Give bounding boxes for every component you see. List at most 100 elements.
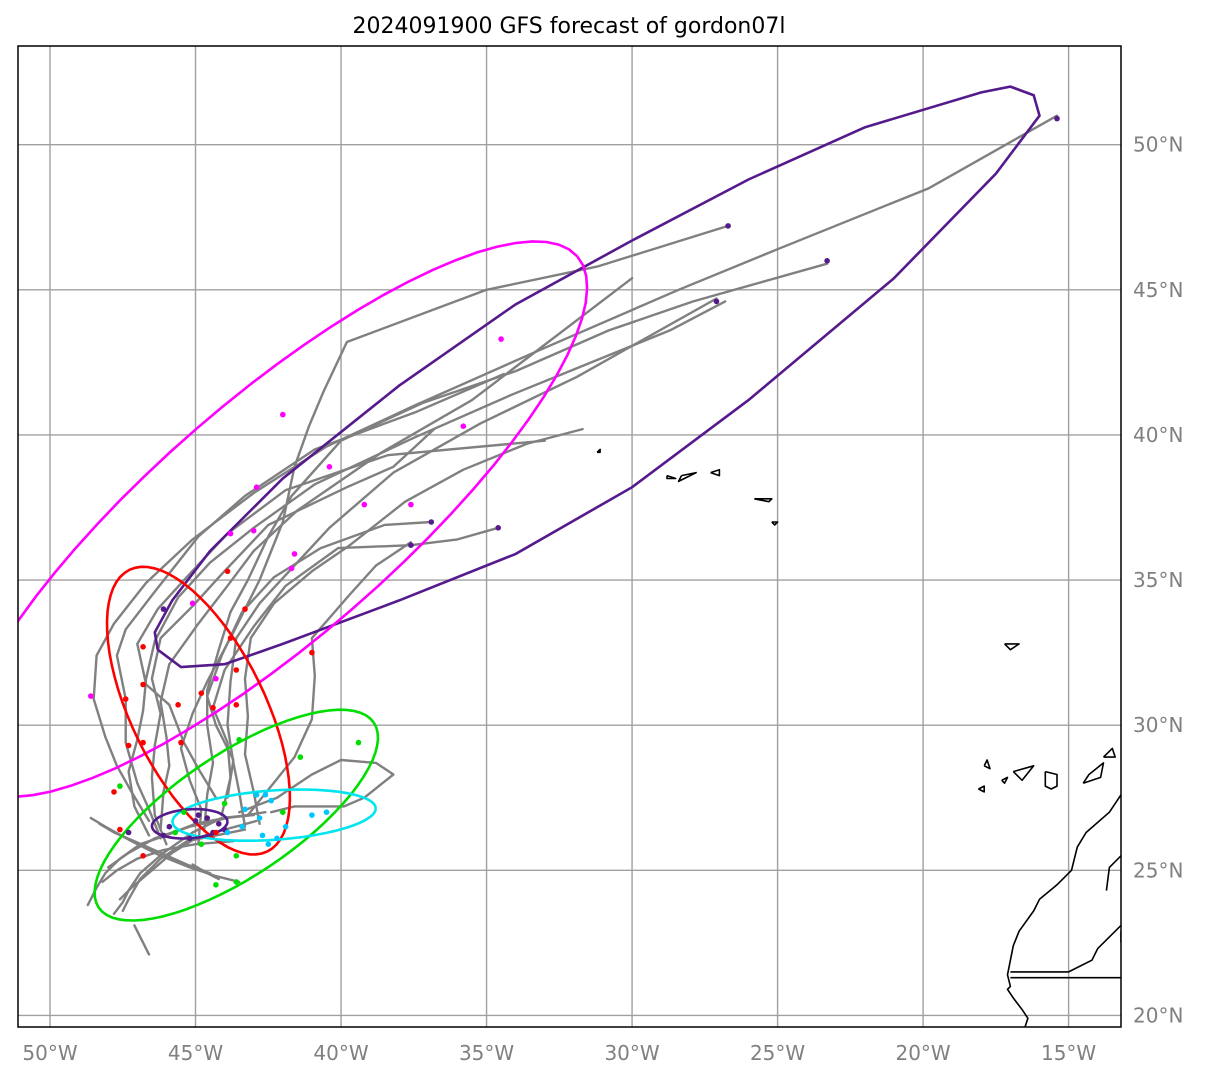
gridlines bbox=[18, 46, 1121, 1027]
forecast-position-marker bbox=[280, 809, 286, 815]
forecast-track bbox=[115, 372, 506, 840]
forecast-position-marker bbox=[204, 815, 210, 821]
forecast-position-marker bbox=[361, 501, 368, 508]
latitude-tick-label: 40°N bbox=[1133, 423, 1183, 447]
map-frame bbox=[17, 45, 1122, 1028]
forecast-position-marker bbox=[460, 423, 467, 430]
forecast-position-marker bbox=[224, 829, 231, 836]
longitude-tick-label: 50°W bbox=[22, 1041, 77, 1065]
coastline bbox=[710, 468, 721, 477]
forecast-position-marker bbox=[256, 815, 263, 821]
latitude-tick-label: 45°N bbox=[1133, 278, 1183, 302]
forecast-position-marker bbox=[1054, 115, 1060, 122]
forecast-position-marker bbox=[166, 823, 173, 830]
forecast-position-marker bbox=[236, 736, 242, 743]
coastline bbox=[1044, 770, 1058, 790]
forecast-position-marker bbox=[268, 797, 275, 804]
forecast-position-marker bbox=[259, 832, 266, 839]
latitude-tick-label: 20°N bbox=[1133, 1003, 1183, 1027]
forecast-position-marker bbox=[274, 835, 280, 842]
forecast-position-marker bbox=[88, 693, 94, 699]
forecast-position-marker bbox=[309, 649, 315, 656]
forecast-track bbox=[191, 863, 221, 881]
coastline bbox=[1001, 776, 1009, 785]
forecast-position-marker bbox=[122, 696, 129, 702]
coastline bbox=[771, 521, 779, 526]
forecast-track bbox=[159, 277, 634, 831]
latitude-tick-label: 25°N bbox=[1133, 858, 1183, 882]
forecast-position-marker bbox=[242, 806, 248, 813]
forecast-position-marker bbox=[195, 812, 202, 818]
longitude-tick-label: 20°W bbox=[895, 1041, 950, 1065]
forecast-position-marker bbox=[355, 739, 362, 746]
forecast-position-marker bbox=[181, 809, 187, 815]
forecast-position-marker bbox=[309, 812, 315, 818]
longitude-tick-label: 30°W bbox=[604, 1041, 659, 1065]
forecast-position-marker bbox=[233, 702, 240, 708]
forecast-position-marker bbox=[160, 606, 167, 612]
forecast-track bbox=[203, 262, 829, 831]
coastline bbox=[1082, 762, 1105, 784]
forecast-position-marker bbox=[495, 525, 502, 531]
forecast-position-marker bbox=[282, 823, 289, 830]
forecast-track bbox=[121, 828, 247, 913]
forecast-position-marker bbox=[111, 789, 117, 795]
latitude-tick-label: 30°N bbox=[1133, 713, 1183, 737]
forecast-position-marker bbox=[297, 754, 304, 760]
coastline bbox=[1105, 855, 1121, 891]
forecast-position-marker bbox=[262, 792, 269, 798]
forecast-track bbox=[179, 224, 730, 846]
forecast-position-marker bbox=[160, 832, 167, 839]
latitude-tick-label: 35°N bbox=[1133, 568, 1183, 592]
coastline bbox=[983, 759, 991, 770]
forecast-position-marker bbox=[250, 527, 257, 534]
forecast-track bbox=[106, 811, 267, 869]
forecast-position-marker bbox=[213, 675, 219, 682]
forecast-position-marker bbox=[233, 667, 240, 673]
forecast-track bbox=[246, 541, 413, 817]
forecast-position-marker bbox=[233, 879, 240, 885]
forecast-position-marker bbox=[408, 542, 414, 548]
forecast-position-marker bbox=[233, 853, 240, 859]
longitude-tick-label: 25°W bbox=[750, 1041, 805, 1065]
forecast-position-marker bbox=[125, 829, 132, 836]
forecast-track bbox=[237, 758, 395, 814]
forecast-position-marker bbox=[288, 565, 295, 572]
forecast-position-markers bbox=[88, 115, 1060, 888]
forecast-position-marker bbox=[140, 644, 146, 650]
forecast-position-marker bbox=[189, 600, 196, 607]
forecast-position-marker bbox=[140, 739, 146, 746]
forecast-track bbox=[150, 427, 436, 846]
uncertainty-ellipses bbox=[18, 85, 1041, 922]
forecast-track bbox=[211, 526, 500, 817]
forecast-position-marker bbox=[198, 841, 205, 847]
coastline bbox=[1004, 643, 1020, 651]
forecast-position-marker bbox=[253, 792, 260, 798]
latitude-tick-labels: 20°N 25°N 30°N 35°N 40°N 45°N 50°N bbox=[1133, 133, 1183, 1028]
forecast-position-marker bbox=[140, 853, 146, 859]
forecast-position-marker bbox=[198, 690, 205, 696]
coastline bbox=[1006, 794, 1121, 1027]
uncertainty-ellipse bbox=[105, 565, 292, 856]
forecast-position-marker bbox=[408, 501, 414, 508]
forecast-position-marker bbox=[227, 530, 234, 537]
uncertainty-ellipse bbox=[150, 807, 229, 840]
forecast-position-marker bbox=[117, 783, 123, 789]
page-title: 2024091900 GFS forecast of gordon07l bbox=[353, 14, 786, 39]
forecast-position-marker bbox=[265, 841, 272, 847]
forecast-position-marker bbox=[175, 702, 181, 708]
forecast-position-marker bbox=[192, 818, 199, 824]
coastline bbox=[754, 497, 773, 503]
longitude-tick-label: 45°W bbox=[168, 1041, 223, 1065]
forecast-position-marker bbox=[323, 809, 330, 815]
longitude-tick-label: 40°W bbox=[313, 1041, 368, 1065]
coastline bbox=[1010, 924, 1121, 973]
forecast-track bbox=[133, 924, 151, 956]
longitude-tick-labels: 50°W 45°W 40°W 35°W 30°W 25°W 20°W 15°W bbox=[22, 1041, 1096, 1065]
coastline bbox=[1102, 747, 1116, 758]
forecast-position-marker bbox=[178, 739, 184, 746]
forecast-position-marker bbox=[227, 635, 234, 641]
forecast-position-marker bbox=[117, 826, 123, 833]
forecast-position-marker bbox=[498, 336, 504, 342]
forecast-position-marker bbox=[242, 606, 248, 612]
